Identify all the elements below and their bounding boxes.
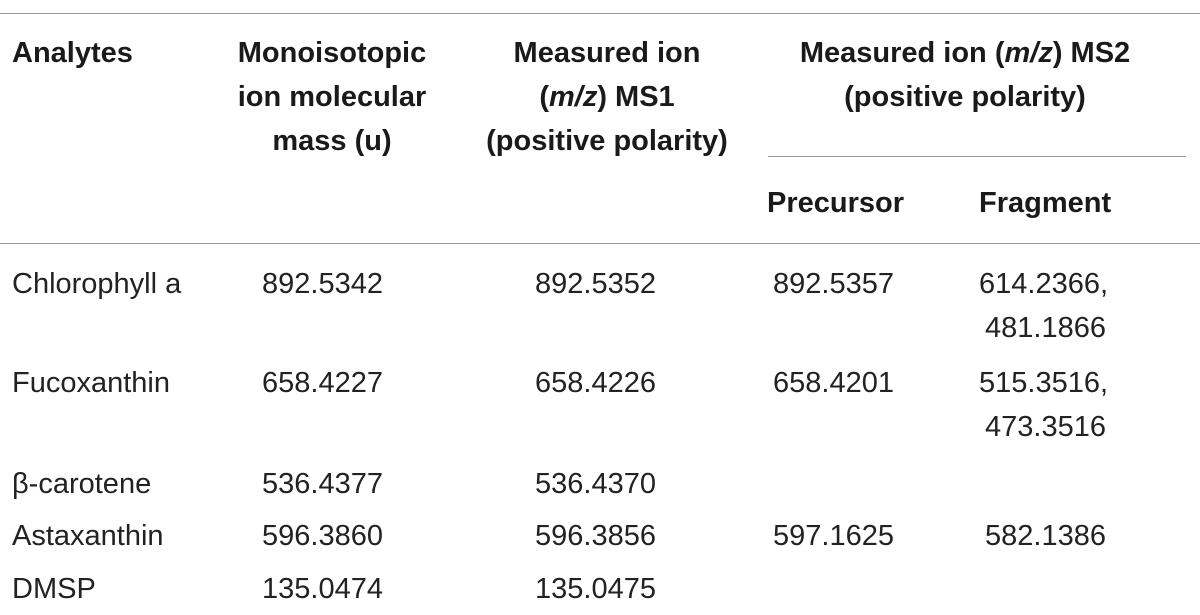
header-ms1-suffix: ) MS1 [597, 81, 675, 113]
cell-ms1: 658.4226 [535, 367, 656, 399]
cell-analyte: Chlorophyll a [12, 268, 182, 300]
header-mono-line3: mass (u) [272, 125, 392, 157]
cell-ms1: 135.0475 [535, 573, 656, 605]
header-fragment: Fragment [979, 181, 1111, 225]
cell-monoisotopic: 536.4377 [262, 468, 383, 500]
cell-fragment: 582.1386 [985, 520, 1106, 552]
header-ms2-mz: m/z [1004, 37, 1053, 69]
top-rule [0, 13, 1200, 14]
header-ms1: Measured ion (m/z) MS1 (positive polarit… [462, 31, 752, 163]
header-analytes: Analytes [12, 31, 133, 75]
header-ms2: Measured ion (m/z) MS2 (positive polarit… [760, 31, 1170, 119]
cell-analyte: Astaxanthin [12, 520, 164, 552]
cell-fragment: 473.3516 [985, 411, 1106, 443]
header-bottom-rule [0, 243, 1200, 244]
cell-precursor: 597.1625 [773, 520, 894, 552]
header-ms1-line1: Measured ion [513, 37, 701, 69]
cell-monoisotopic: 658.4227 [262, 367, 383, 399]
header-ms2-line2: (positive polarity) [844, 81, 1086, 113]
cell-ms1: 536.4370 [535, 468, 656, 500]
cell-precursor: 658.4201 [773, 367, 894, 399]
header-monoisotopic: Monoisotopic ion molecular mass (u) [210, 31, 454, 163]
header-ms2-suffix: ) MS2 [1052, 37, 1131, 69]
cell-monoisotopic: 892.5342 [262, 268, 383, 300]
header-precursor: Precursor [767, 181, 904, 225]
header-mono-line2: ion molecular [237, 81, 427, 113]
ms2-subheader-rule [768, 156, 1186, 157]
cell-fragment: 614.2366, [979, 268, 1109, 300]
cell-ms1: 892.5352 [535, 268, 656, 300]
cell-fragment: 515.3516, [979, 367, 1109, 399]
cell-analyte: DMSP [12, 573, 96, 605]
cell-monoisotopic: 135.0474 [262, 573, 383, 605]
header-ms1-line3: (positive polarity) [486, 125, 728, 157]
header-ms2-prefix: Measured ion ( [799, 37, 1005, 69]
cell-analyte: Fucoxanthin [12, 367, 170, 399]
header-analytes-label: Analytes [12, 37, 133, 69]
header-ms2-line1: Measured ion (m/z) MS2 [760, 31, 1170, 75]
cell-ms1: 596.3856 [535, 520, 656, 552]
header-ms1-mz: m/z [548, 81, 598, 113]
header-precursor-label: Precursor [767, 187, 905, 219]
cell-monoisotopic: 596.3860 [262, 520, 383, 552]
cell-analyte: β-carotene [12, 468, 152, 500]
header-ms1-open-paren: ( [539, 81, 549, 113]
header-ms1-line2: (m/z) MS1 [462, 75, 752, 119]
cell-fragment: 481.1866 [985, 312, 1106, 344]
header-mono-line1: Monoisotopic [237, 37, 427, 69]
header-fragment-label: Fragment [979, 187, 1112, 219]
cell-precursor: 892.5357 [773, 268, 894, 300]
